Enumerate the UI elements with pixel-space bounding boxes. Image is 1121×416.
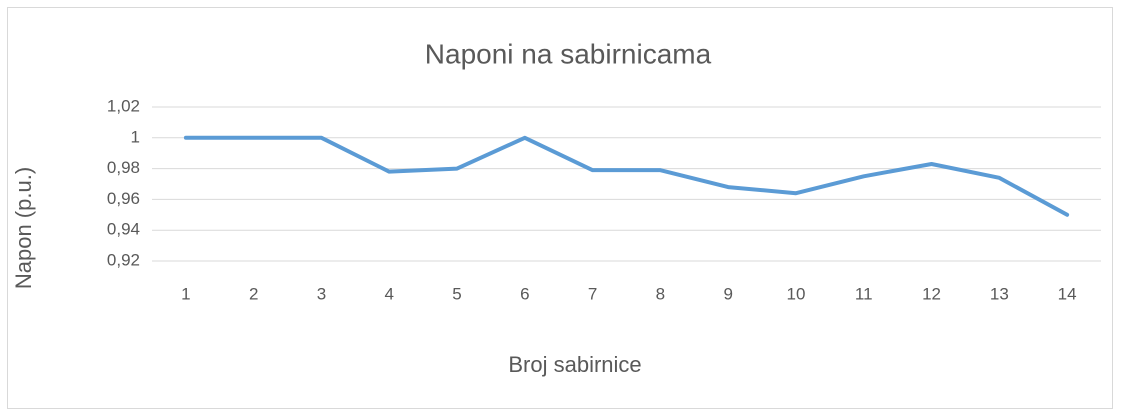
y-tick-label: 0,94 bbox=[107, 220, 140, 239]
x-tick-label: 4 bbox=[385, 284, 394, 303]
x-tick-label: 2 bbox=[249, 284, 258, 303]
x-tick-label: 13 bbox=[990, 284, 1009, 303]
y-tick-label: 0,92 bbox=[107, 250, 140, 269]
y-tick-label: 1 bbox=[131, 127, 140, 146]
y-tick-label: 0,96 bbox=[107, 189, 140, 208]
x-tick-label: 3 bbox=[317, 284, 326, 303]
data-line bbox=[183, 135, 1070, 217]
x-tick-label: 6 bbox=[520, 284, 529, 303]
x-tick-label: 12 bbox=[922, 284, 941, 303]
x-tick-label: 9 bbox=[723, 284, 732, 303]
chart-border bbox=[7, 7, 1113, 409]
x-tick-label: 11 bbox=[855, 284, 873, 303]
y-tick-label: 0,98 bbox=[107, 158, 140, 177]
x-tick-label: 8 bbox=[656, 284, 665, 303]
chart-title: Naponi na sabirnicama bbox=[425, 38, 712, 69]
x-tick-label: 14 bbox=[1058, 284, 1077, 303]
x-axis-label: Broj sabirnice bbox=[508, 352, 641, 377]
x-tick-label: 7 bbox=[588, 284, 597, 303]
x-tick-label: 1 bbox=[181, 284, 190, 303]
y-tick-label: 1,02 bbox=[107, 96, 140, 115]
y-axis-label: Napon (p.u.) bbox=[11, 167, 36, 289]
x-tick-label: 10 bbox=[787, 284, 806, 303]
x-tick-label: 5 bbox=[452, 284, 461, 303]
